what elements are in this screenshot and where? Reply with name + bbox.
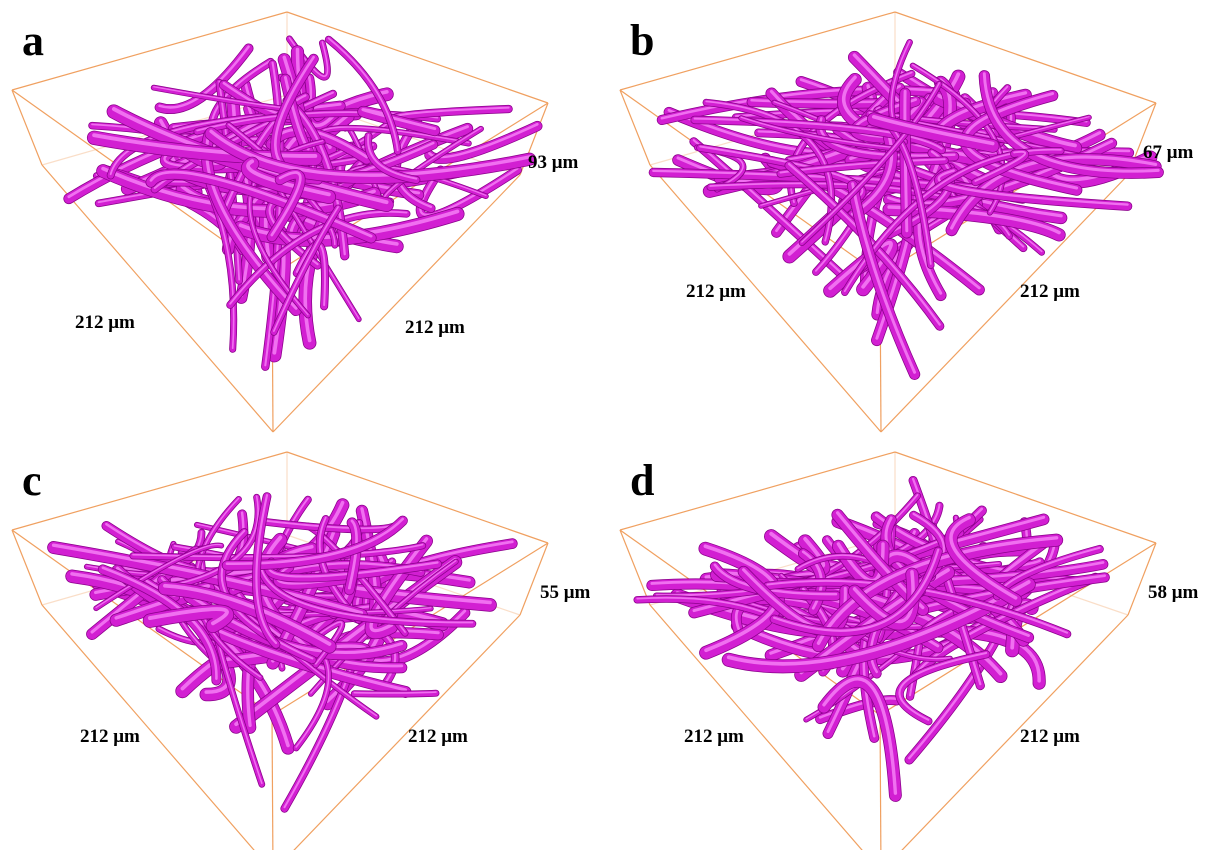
panel-label: b	[630, 16, 654, 65]
box-edge	[1128, 543, 1156, 615]
fibers	[653, 41, 1158, 374]
panel-label: d	[630, 456, 654, 505]
fibers	[54, 495, 513, 808]
height-label: 93 μm	[528, 152, 579, 173]
left-edge-label: 212 μm	[80, 726, 140, 747]
panel: c 55 μm 212 μm 212 μm	[12, 452, 591, 850]
box-edge	[272, 715, 273, 850]
box-edge	[880, 715, 881, 850]
figure: a 93 μm 212 μm 212 μm b 67 μm 212 μm 212 μm c 55 …	[0, 0, 1217, 850]
box-edge	[520, 543, 548, 615]
panel: d 58 μm 212 μm 212 μm	[620, 452, 1199, 850]
right-edge-label: 212 μm	[408, 726, 468, 747]
height-label: 67 μm	[1143, 142, 1194, 163]
panel-label: c	[22, 456, 42, 505]
panel: a 93 μm 212 μm 212 μm	[12, 12, 579, 432]
left-edge-label: 212 μm	[75, 312, 135, 333]
fibers	[637, 479, 1105, 795]
box-edge	[620, 452, 895, 530]
left-edge-label: 212 μm	[684, 726, 744, 747]
right-edge-label: 212 μm	[1020, 726, 1080, 747]
height-label: 55 μm	[540, 582, 591, 603]
fibers	[69, 38, 537, 367]
panel-label: a	[22, 16, 44, 65]
right-edge-label: 212 μm	[1020, 281, 1080, 302]
left-edge-label: 212 μm	[686, 281, 746, 302]
height-label: 58 μm	[1148, 582, 1199, 603]
fiber-shine	[354, 692, 436, 693]
right-edge-label: 212 μm	[405, 317, 465, 338]
panel: b 67 μm 212 μm 212 μm	[620, 12, 1194, 432]
